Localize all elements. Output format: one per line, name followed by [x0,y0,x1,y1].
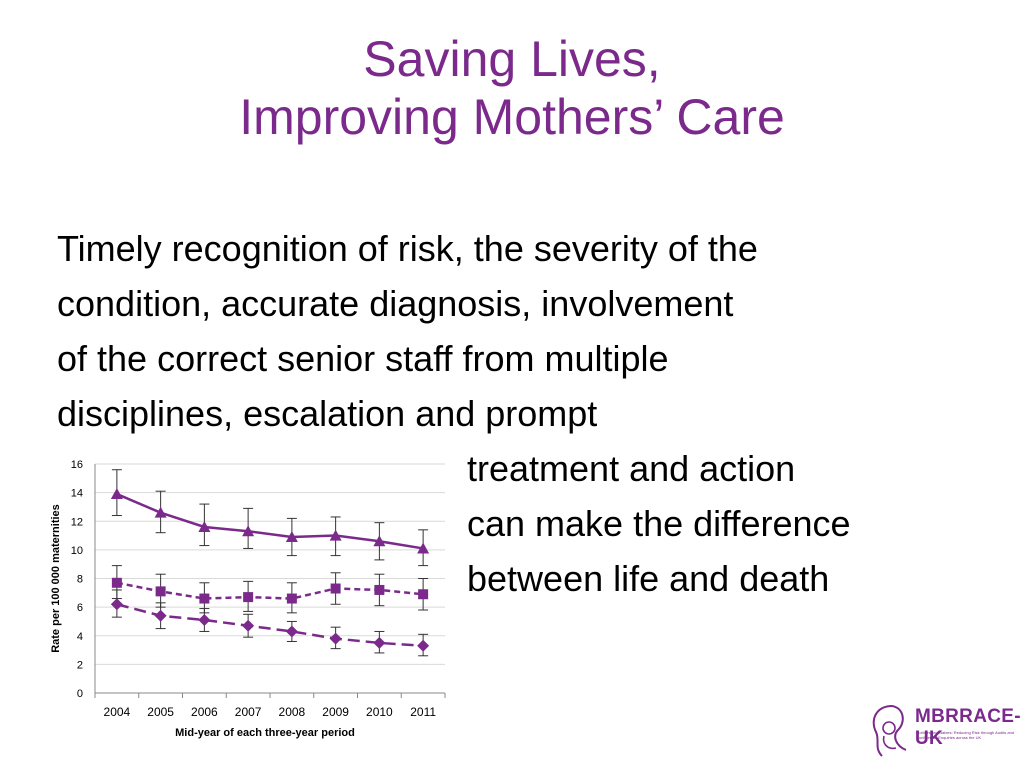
body-text-line-2: condition, accurate diagnosis, involveme… [57,283,734,324]
series-1-point [154,506,167,518]
series-3-point [198,614,211,627]
series-2-point [243,592,254,603]
y-tick-label: 12 [71,516,83,528]
series-1-point [110,488,123,500]
y-tick-label: 10 [71,545,83,557]
y-tick-label: 16 [71,459,83,471]
title-line-2: Improving Mothers’ Care [239,89,785,145]
logo-text: MBRRACE-UK [915,706,1021,749]
y-tick-label: 8 [77,574,83,586]
series-2-point [330,583,341,594]
x-tick-label: 2010 [366,705,393,719]
series-1-point [285,530,298,542]
series-2-point [374,584,385,595]
series-2-point [418,589,429,600]
body-text-line-4: disciplines, escalation and prompt [57,393,598,434]
y-tick-label: 0 [77,688,83,700]
series-2-point [111,577,122,588]
series-1-point [242,525,255,537]
x-tick-label: 2007 [235,705,262,719]
series-2-line [116,581,424,600]
series-1-point [198,520,211,532]
y-axis-title: Rate per 100 000 maternities [50,504,62,653]
series-3-point [110,598,123,611]
series-1-point [373,535,386,547]
series-3-line [116,603,424,648]
body-text-line-7: between life and death [467,558,830,599]
body-text-line-6: can make the difference [467,503,851,544]
series-3-point [154,609,167,622]
mbrrace-logo: MBRRACE-UK Mothers and Babies: Reducing … [862,700,1022,760]
x-tick-label: 2008 [279,705,306,719]
y-tick-label: 6 [77,602,83,614]
x-tick-label: 2004 [104,705,131,719]
x-tick-label: 2005 [147,705,174,719]
mother-baby-icon [872,705,907,757]
y-tick-label: 2 [77,659,83,671]
series-2-point [199,593,210,604]
series-3-point [242,619,255,632]
x-tick-label: 2006 [191,705,218,719]
maternal-death-rate-chart: 0 2 4 6 8 10 12 14 16 2004 2005 2006 2007 2008 2009 201… [50,459,446,739]
series-3-point [417,639,430,652]
slide-title: Saving Lives, Improving Mothers’ Care [0,30,1024,146]
y-tick-label: 14 [71,488,83,500]
y-tick-label: 4 [77,631,83,643]
body-text-line-1: Timely recognition of risk, the severity… [57,228,758,269]
logo-tagline: Mothers and Babies: Reducing Risk throug… [916,730,1015,740]
x-tick-label: 2011 [410,705,436,719]
title-line-1: Saving Lives, [363,31,661,87]
series-1-line [116,492,424,550]
series-1-point [417,542,430,554]
series-3-point [373,636,386,649]
series-3-point [329,632,342,645]
x-tick-label: 2009 [322,705,349,719]
series-3-point [285,625,298,638]
series-1-point [329,529,342,541]
series-2-point [155,586,166,597]
series-2-point [286,593,297,604]
body-text-line-3: of the correct senior staff from multipl… [57,338,669,379]
x-axis-title: Mid-year of each three-year period [175,727,355,739]
body-text-line-5: treatment and action [467,448,796,489]
